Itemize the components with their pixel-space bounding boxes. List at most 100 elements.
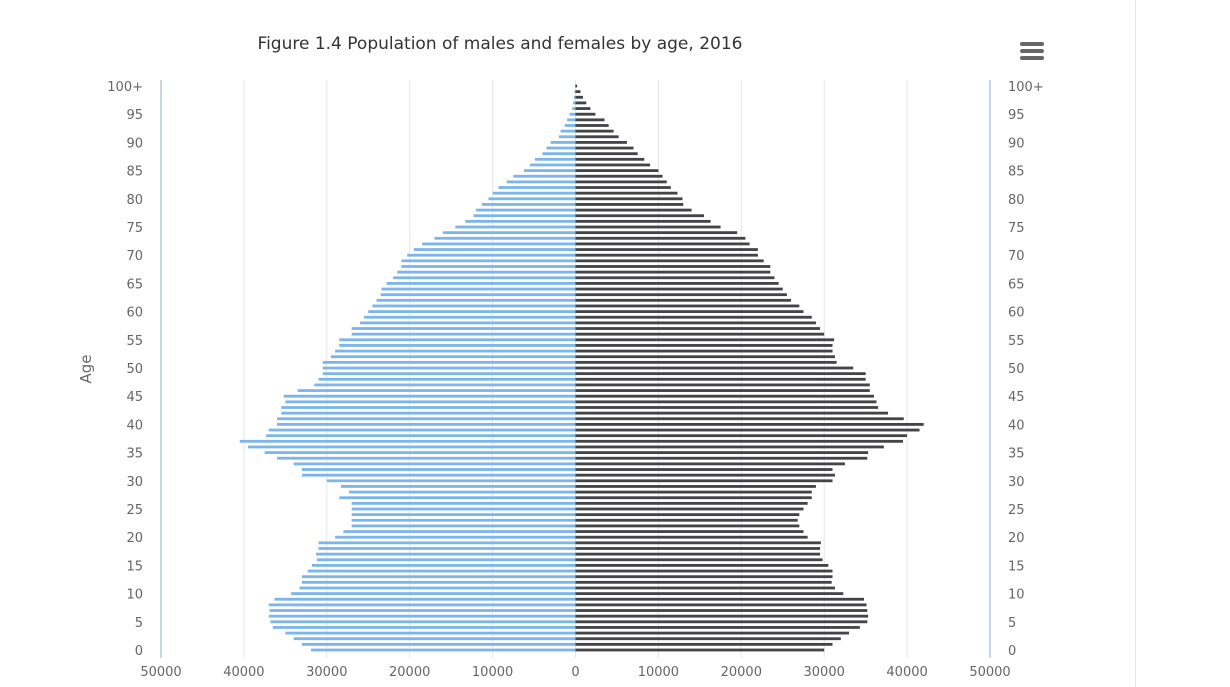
bar-male-age-38 [266,434,576,438]
bar-female-age-20 [575,535,808,539]
y-tick-label-left: 30 [126,475,143,490]
y-tick-label-left: 0 [135,644,143,659]
bar-male-age-15 [311,563,576,567]
bar-female-age-43 [575,406,879,409]
bar-male-age-46 [297,389,576,392]
bar-male-age-90 [550,140,576,144]
bar-female-age-32 [575,468,833,471]
x-axis: 50000 40000 30000 20000 10000 0 10000 20000 3000… [140,665,1010,680]
bar-female-age-76 [575,219,711,223]
bar-male-age-88 [542,152,576,156]
bar-male-age-98 [573,95,576,99]
bar-female-age-73 [575,236,746,240]
bar-female-age-93 [575,124,609,127]
bar-female-age-65 [575,281,779,285]
bar-female-age-94 [575,118,605,122]
bar-female-age-90 [575,140,627,144]
bar-male-age-30 [326,479,576,483]
bar-female-age-7 [575,609,868,612]
bar-male-age-43 [281,406,576,409]
bar-male-age-19 [318,541,576,545]
y-tick-label-right: 0 [1008,644,1016,659]
bar-male-age-86 [529,163,576,167]
bar-male-age-65 [386,281,576,285]
y-tick-label-right: 25 [1008,503,1025,518]
bar-male-age-99 [574,90,576,94]
bar-female-age-8 [575,603,867,607]
x-tick-label: 30000 [306,665,347,680]
bar-male-age-59 [364,315,576,319]
bar-female-age-98 [575,95,583,99]
bar-male-age-6 [268,614,576,618]
chart-menu-button[interactable] [1020,42,1044,62]
bar-female-age-34 [575,456,868,460]
x-tick-label: 50000 [969,665,1010,680]
bar-female-age-41 [575,417,904,421]
bar-male-age-37 [239,439,576,443]
bar-male-age-61 [372,304,576,308]
y-axis-right: 0 5 10 15 20 25 30 35 40 45 50 55 60 65 70 75 80 85 90 95 10… [1008,80,1044,659]
bar-female-age-26 [575,501,808,505]
bar-male-age-68 [401,265,576,268]
bar-female-age-23 [575,518,798,522]
y-tick-label-left: 50 [126,362,143,377]
bar-female-age-6 [575,614,869,618]
y-tick-label-right: 50 [1008,362,1025,377]
y-tick-label-left: 70 [126,249,143,264]
y-tick-label-right: 60 [1008,306,1025,321]
bar-male-age-27 [339,496,576,500]
bar-male-age-22 [351,524,576,528]
bar-female-age-35 [575,451,869,455]
bar-female-age-29 [575,485,816,488]
bar-male-age-13 [301,575,576,579]
bar-male-age-12 [301,580,576,584]
bar-female-age-13 [575,575,833,579]
bar-male-age-1 [301,642,576,646]
y-tick-label-right: 100+ [1008,80,1044,95]
bar-male-age-95 [569,112,576,116]
y-tick-label-right: 10 [1008,588,1025,603]
bar-male-age-87 [534,157,576,161]
bar-female-age-53 [575,349,833,353]
bar-male-age-36 [248,445,576,449]
bar-female-age-86 [575,163,651,167]
bar-female-age-3 [575,631,850,635]
hamburger-icon-bar [1020,56,1044,60]
bar-male-age-25 [351,507,576,511]
x-tick-label: 40000 [223,665,264,680]
bar-female-age-84 [575,174,663,178]
bar-male-age-94 [567,118,576,122]
bar-male-age-69 [401,259,576,263]
bar-male-age-41 [277,417,576,421]
y-tick-label-left: 85 [126,165,143,180]
y-tick-label-left: 35 [126,447,143,462]
bar-female-age-9 [575,597,864,601]
bar-female-age-100+ [575,84,578,88]
x-tick-label: 0 [571,665,579,680]
bar-male-age-14 [307,569,576,573]
bar-male-age-23 [351,518,576,522]
x-tick-label: 50000 [140,665,181,680]
y-tick-label-left: 15 [126,559,143,574]
bar-female-age-16 [575,558,823,562]
y-tick-label-right: 90 [1008,136,1025,151]
bar-female-age-18 [575,547,821,550]
bar-female-age-22 [575,524,800,528]
bar-male-age-28 [349,490,576,494]
bar-male-age-0 [311,648,576,652]
bar-female-age-54 [575,344,833,347]
bar-male-age-80 [488,197,576,201]
bar-male-age-70 [407,253,576,257]
y-tick-label-right: 20 [1008,531,1025,546]
bar-female-age-42 [575,411,889,415]
bar-female-age-85 [575,169,659,173]
bar-male-age-64 [381,287,576,291]
bar-female-age-44 [575,400,877,404]
bar-female-age-4 [575,626,860,629]
bar-male-age-79 [481,203,576,206]
y-tick-label-right: 80 [1008,193,1025,208]
bar-male-age-11 [299,586,576,590]
y-tick-label-left: 80 [126,193,143,208]
bar-female-age-91 [575,135,619,139]
